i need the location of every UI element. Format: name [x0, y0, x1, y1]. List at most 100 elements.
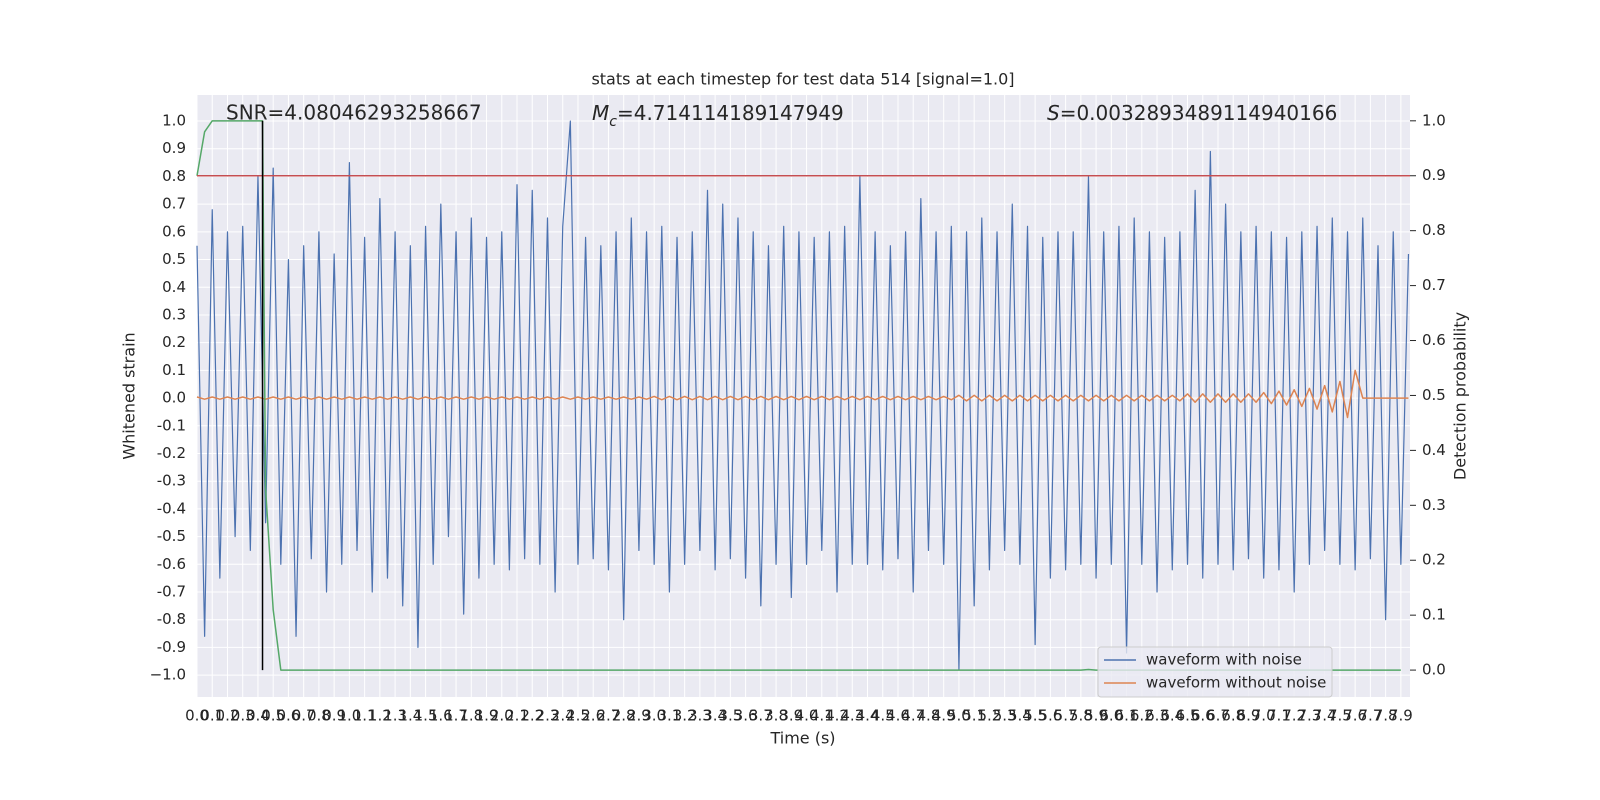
- x-tick-label: 1.2: [368, 707, 392, 725]
- annotation-text: =0.0032893489114940166: [1060, 101, 1338, 125]
- annotation-symbol: S: [1047, 101, 1060, 125]
- x-tick-label: 6.4: [1160, 707, 1184, 725]
- x-tick-label: 1.0: [337, 707, 361, 725]
- x-tick-label: 1.6: [429, 707, 453, 725]
- x-tick-label: 6.0: [1099, 707, 1123, 725]
- x-tick-label: 6.2: [1130, 707, 1154, 725]
- x-tick-label: 6.9: [1237, 707, 1261, 725]
- x-tick-label: 4.3: [840, 707, 864, 725]
- x-tick-label: 5.6: [1038, 707, 1062, 725]
- y2-tick-label: 0.5: [1422, 386, 1446, 404]
- x-tick-label: 0.8: [307, 707, 331, 725]
- x-tick-label: 0.4: [246, 707, 270, 725]
- y-tick-label: -0.5: [157, 527, 186, 545]
- x-tick-label: 5.9: [1084, 707, 1108, 725]
- y-tick-label: 1.0: [162, 112, 186, 130]
- x-tick-label: 6.8: [1221, 707, 1245, 725]
- y-tick-label: -0.1: [157, 416, 186, 434]
- y-tick-label: -0.3: [157, 472, 186, 490]
- x-tick-label: 1.4: [398, 707, 422, 725]
- x-tick-label: 0.6: [277, 707, 301, 725]
- x-tick-label: 4.0: [795, 707, 819, 725]
- x-tick-label: 7.9: [1389, 707, 1413, 725]
- annotation-text: =4.714114189147949: [617, 101, 844, 125]
- chart-title: stats at each timestep for test data 514…: [591, 70, 1014, 89]
- x-tick-label: 4.5: [871, 707, 895, 725]
- series-line: [196, 369, 1409, 419]
- y-tick-label: -0.6: [157, 555, 186, 573]
- x-tick-label: 2.4: [551, 707, 575, 725]
- x-tick-label: 4.2: [825, 707, 849, 725]
- y-tick-label: 0.8: [162, 167, 186, 185]
- y-tick-label: -0.7: [157, 583, 186, 601]
- x-axis-label: Time (s): [769, 729, 835, 748]
- y-tick-label: 0.9: [162, 139, 186, 157]
- x-tick-label: 1.8: [459, 707, 483, 725]
- y-tick-label: 0.5: [162, 250, 186, 268]
- x-tick-label: 3.6: [734, 707, 758, 725]
- x-tick-label: 3.3: [688, 707, 712, 725]
- x-tick-label: 7.2: [1282, 707, 1306, 725]
- x-tick-label: 3.9: [779, 707, 803, 725]
- y-tick-label: 0.3: [162, 305, 186, 323]
- annotation-subscript: c: [609, 114, 617, 130]
- legend-box: [1097, 646, 1333, 698]
- x-tick-label: 5.4: [1008, 707, 1032, 725]
- x-tick-label: 3.2: [673, 707, 697, 725]
- x-tick-label: 0.3: [231, 707, 255, 725]
- x-tick-label: 7.1: [1267, 707, 1291, 725]
- y-tick-label: -0.8: [157, 610, 186, 628]
- x-tick-label: 2.3: [536, 707, 560, 725]
- x-tick-label: 4.6: [886, 707, 910, 725]
- x-tick-label: 0.5: [261, 707, 285, 725]
- x-tick-label: 7.4: [1313, 707, 1337, 725]
- x-tick-label: 6.6: [1191, 707, 1215, 725]
- x-tick-label: 5.1: [962, 707, 986, 725]
- x-tick-label: 3.1: [657, 707, 681, 725]
- y-tick-label: 0.6: [162, 222, 186, 240]
- x-tick-label: 5.0: [947, 707, 971, 725]
- annotation: SNR=4.08046293258667: [226, 101, 482, 125]
- y2-tick-label: 0.8: [1422, 221, 1446, 239]
- y2-tick-label: 0.0: [1422, 661, 1446, 679]
- legend-label: waveform with noise: [1146, 651, 1302, 669]
- x-tick-label: 6.7: [1206, 707, 1230, 725]
- x-tick-label: 7.0: [1252, 707, 1276, 725]
- x-tick-label: 2.0: [490, 707, 514, 725]
- annotation: Mc=4.714114189147949: [592, 101, 844, 131]
- x-tick-label: 7.6: [1343, 707, 1367, 725]
- x-tick-label: 2.5: [566, 707, 590, 725]
- x-tick-label: 3.7: [749, 707, 773, 725]
- y2-axis-label: Detection probability: [1451, 312, 1470, 480]
- x-tick-label: 0.0: [185, 707, 209, 725]
- plot-area: [197, 95, 1410, 697]
- x-tick-label: 2.9: [627, 707, 651, 725]
- x-tick-label: 7.8: [1374, 707, 1398, 725]
- x-tick-label: 2.1: [505, 707, 529, 725]
- x-tick-label: 0.1: [200, 707, 224, 725]
- y-tick-label: 0.4: [162, 278, 186, 296]
- x-tick-label: 7.5: [1328, 707, 1352, 725]
- x-tick-label: 2.8: [612, 707, 636, 725]
- x-tick-label: 5.5: [1023, 707, 1047, 725]
- x-tick-label: 3.4: [703, 707, 727, 725]
- x-tick-label: 5.7: [1054, 707, 1078, 725]
- x-tick-label: 2.6: [581, 707, 605, 725]
- x-tick-label: 7.3: [1297, 707, 1321, 725]
- x-tick-label: 4.9: [932, 707, 956, 725]
- y-tick-label: -0.2: [157, 444, 186, 462]
- y2-tick-label: 0.2: [1422, 551, 1446, 569]
- y-tick-label: 0.2: [162, 333, 186, 351]
- x-tick-label: 0.2: [216, 707, 240, 725]
- x-tick-label: 5.3: [993, 707, 1017, 725]
- y2-tick-label: 0.1: [1422, 606, 1446, 624]
- y2-tick-label: 1.0: [1422, 111, 1446, 129]
- x-tick-label: 4.8: [917, 707, 941, 725]
- annotation: S=0.0032893489114940166: [1047, 101, 1337, 125]
- x-tick-label: 7.7: [1358, 707, 1382, 725]
- x-tick-label: 3.0: [642, 707, 666, 725]
- x-tick-label: 6.5: [1176, 707, 1200, 725]
- x-tick-label: 3.8: [764, 707, 788, 725]
- x-tick-label: 1.9: [475, 707, 499, 725]
- x-tick-label: 6.1: [1115, 707, 1139, 725]
